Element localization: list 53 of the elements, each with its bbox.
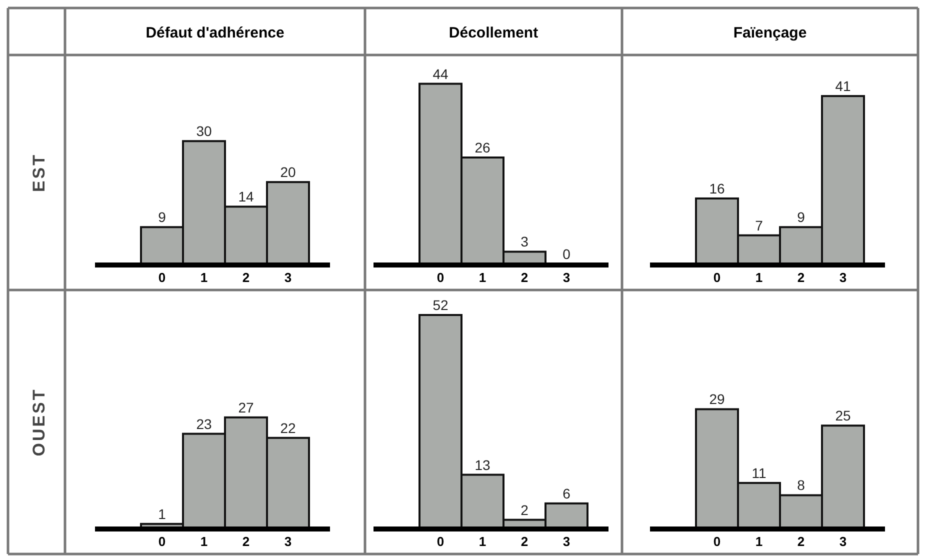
x-tick-label: 0 <box>158 270 166 285</box>
data-label: 9 <box>797 209 806 226</box>
x-tick-label: 3 <box>562 534 570 549</box>
x-tick-label: 3 <box>839 534 847 549</box>
x-tick-label: 1 <box>755 534 763 549</box>
data-label: 52 <box>432 297 448 313</box>
data-label: 3 <box>520 234 529 250</box>
x-tick-label: 0 <box>713 270 721 285</box>
data-label: 8 <box>797 477 806 494</box>
x-tick-label: 3 <box>839 270 847 285</box>
data-label: 7 <box>755 217 764 234</box>
data-label: 16 <box>709 180 725 196</box>
x-tick-label: 1 <box>200 534 208 549</box>
x-tick-label: 0 <box>713 534 721 549</box>
x-tick-label: 0 <box>436 534 444 549</box>
x-tick-label: 2 <box>242 270 250 285</box>
chart-title: Faïençage <box>733 24 807 42</box>
data-label: 25 <box>835 408 851 424</box>
x-tick-label: 1 <box>478 270 486 285</box>
data-label: 30 <box>196 123 212 140</box>
data-label: 41 <box>835 78 851 94</box>
data-label: 29 <box>709 391 725 408</box>
x-tick-label: 2 <box>520 270 528 285</box>
x-tick-label: 2 <box>797 534 805 549</box>
data-label: 14 <box>238 188 254 205</box>
data-label: 23 <box>196 416 212 432</box>
data-label: 27 <box>238 399 254 416</box>
data-label: 1 <box>158 506 166 522</box>
x-tick-label: 3 <box>562 270 570 285</box>
data-label: 6 <box>562 485 571 502</box>
data-label: 13 <box>474 456 490 473</box>
x-tick-label: 3 <box>284 270 292 285</box>
x-tick-label: 2 <box>520 534 528 549</box>
x-tick-label: 2 <box>242 534 250 549</box>
data-label: 9 <box>158 209 166 226</box>
x-tick-label: 2 <box>797 270 805 285</box>
x-tick-label: 3 <box>284 534 292 549</box>
x-tick-label: 0 <box>158 534 166 549</box>
data-label: 20 <box>280 164 296 180</box>
data-label: 26 <box>474 140 490 156</box>
x-tick-label: 1 <box>478 534 486 549</box>
data-label: 44 <box>432 66 448 82</box>
data-label: 22 <box>280 420 296 436</box>
y-axis-title: EST <box>30 152 48 192</box>
x-tick-label: 1 <box>755 270 763 285</box>
y-axis-title: OUEST <box>30 388 48 456</box>
x-tick-label: 1 <box>200 270 208 285</box>
data-label: 11 <box>752 464 766 481</box>
x-tick-label: 0 <box>436 270 444 285</box>
chart-title: Décollement <box>448 24 538 42</box>
data-label: 2 <box>520 502 529 518</box>
chart-title: Défaut d'adhérence <box>146 24 284 42</box>
data-label: 0 <box>562 246 571 262</box>
